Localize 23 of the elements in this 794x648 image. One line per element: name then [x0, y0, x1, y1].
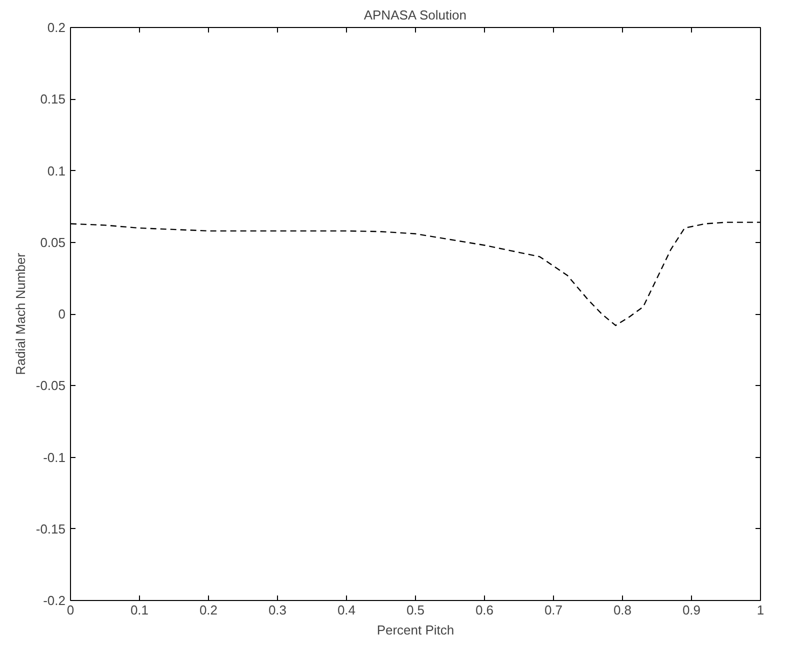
y-tick-label: 0.15	[40, 92, 66, 107]
x-tick-label: 1	[756, 602, 764, 618]
line-series	[70, 222, 760, 326]
y-tick-label: 0	[58, 306, 66, 322]
x-tick-label: 0.3	[268, 602, 287, 618]
x-tick-label: 0.4	[337, 602, 356, 618]
x-axis-title: Percent Pitch	[376, 622, 454, 638]
y-tick-label: 0.1	[47, 163, 66, 178]
x-tick-label: 0.2	[199, 602, 218, 618]
x-tick-label: 0.6	[475, 602, 494, 618]
y-tick-label: -0.2	[43, 593, 66, 608]
x-tick-label: 0.8	[613, 602, 632, 618]
y-tick-label: 0.2	[47, 20, 66, 35]
y-tick-label: 0.05	[40, 234, 66, 250]
chart-title: APNASA Solution	[364, 8, 466, 22]
x-tick-label: 0.9	[682, 602, 701, 618]
x-tick-label: 0.5	[406, 602, 425, 618]
y-tick-label: -0.15	[36, 521, 66, 536]
x-tick-label: 0.1	[130, 602, 149, 618]
x-tick-label: 0.7	[544, 602, 563, 618]
y-axis-title: Radial Mach Number	[12, 252, 28, 376]
y-tick-label: -0.05	[36, 378, 66, 394]
y-tick-label: -0.1	[43, 450, 66, 465]
